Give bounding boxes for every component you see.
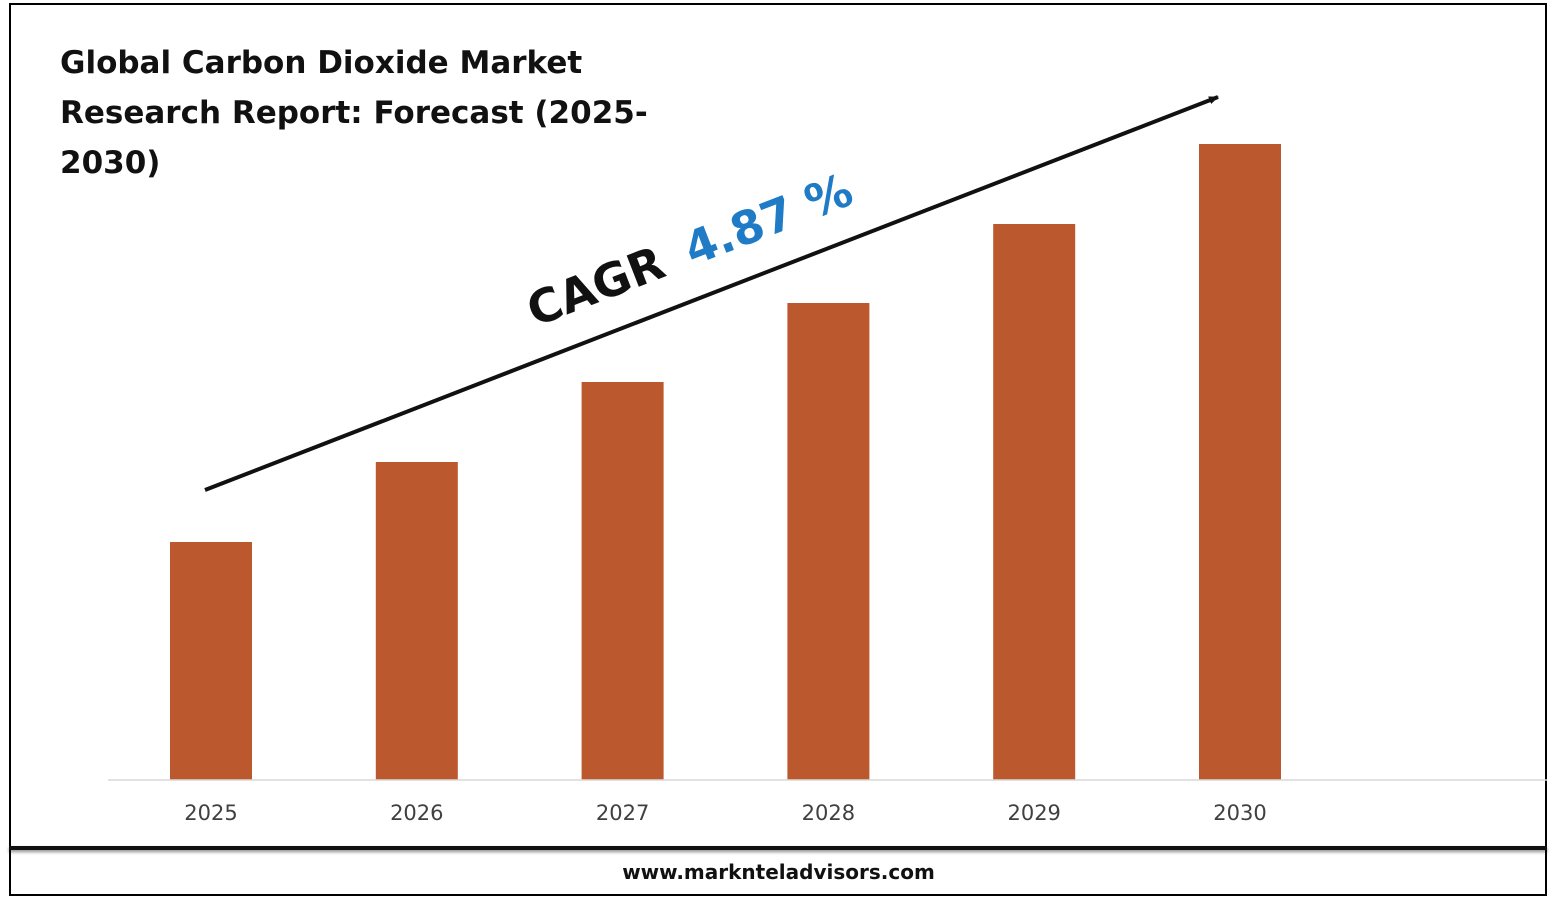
bar-2025: [170, 542, 252, 780]
bar-2028: [787, 303, 870, 780]
bar-2026: [375, 462, 458, 780]
chart-frame: [9, 3, 1547, 896]
chart-title: Global Carbon Dioxide Market Research Re…: [60, 45, 648, 181]
x-tick-label-2030: 2030: [1213, 801, 1266, 825]
x-tick-label-2027: 2027: [596, 801, 649, 825]
x-tick-label-2026: 2026: [390, 801, 443, 825]
x-tick-label-2028: 2028: [802, 801, 855, 825]
bar-2029: [993, 224, 1076, 780]
x-tick-label-2029: 2029: [1007, 801, 1060, 825]
trend-arrow: [204, 95, 1219, 492]
bar-2027: [581, 382, 664, 780]
bar-2030: [1199, 144, 1281, 780]
x-tick-label-2025: 2025: [184, 801, 237, 825]
footer-divider: [9, 846, 1547, 850]
cagr-value: 4.87 %: [677, 162, 860, 276]
website-url: www.marknteladvisors.com: [622, 860, 935, 884]
cagr-label: CAGR: [519, 235, 671, 337]
